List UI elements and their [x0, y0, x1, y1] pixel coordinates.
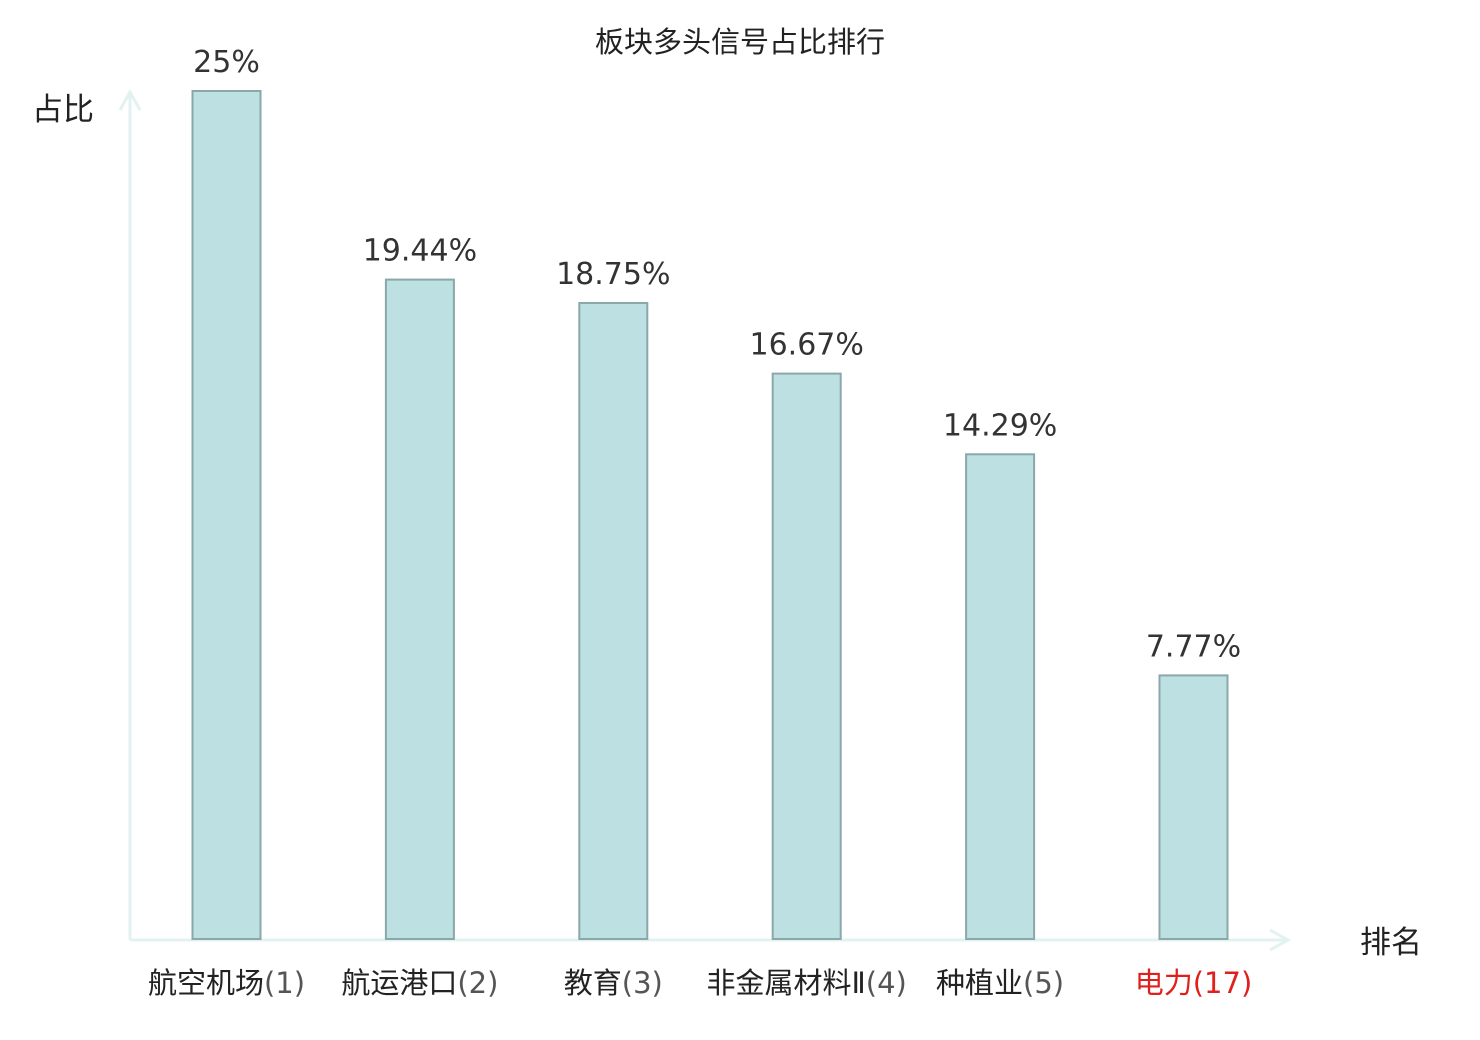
bar-4 [771, 372, 842, 941]
value-label-3: 18.75% [556, 257, 670, 292]
category-name: 非金属材料Ⅱ [707, 966, 866, 1000]
category-rank: (5) [1023, 966, 1064, 1000]
bar-6 [1158, 674, 1229, 941]
category-name: 种植业 [936, 966, 1023, 1000]
bar-2 [384, 278, 455, 941]
category-rank: (1) [264, 966, 305, 1000]
category-rank: (17) [1193, 966, 1253, 1000]
value-labels-group: 25% 19.44% 18.75% 16.67% 14.29% 7.77% [193, 45, 1241, 664]
bar-1 [191, 90, 262, 940]
y-axis-label: 占比 [32, 92, 94, 128]
bar-3 [578, 302, 649, 940]
x-axis-arrow [1269, 928, 1292, 952]
category-label-1: 航空机场(1) [148, 966, 305, 1000]
bar-5 [965, 453, 1036, 940]
category-rank: (3) [622, 966, 663, 1000]
category-label-2: 航运港口(2) [341, 966, 498, 1000]
bars-group [191, 90, 1229, 941]
value-label-5: 14.29% [943, 408, 1057, 443]
category-label-4: 非金属材料Ⅱ(4) [707, 966, 907, 1000]
chart-title: 板块多头信号占比排行 [595, 25, 885, 59]
category-label-6: 电力(17) [1135, 966, 1253, 1000]
category-rank: (2) [457, 966, 498, 1000]
value-label-4: 16.67% [750, 328, 864, 363]
category-labels-group: 航空机场(1) 航运港口(2) 教育(3) 非金属材料Ⅱ(4) 种植业(5) 电力(17) [148, 966, 1252, 1000]
category-label-5: 种植业(5) [936, 966, 1064, 1000]
value-label-1: 25% [193, 45, 260, 80]
category-name: 航运港口 [341, 966, 457, 1000]
value-label-6: 7.77% [1146, 629, 1241, 664]
category-rank: (4) [866, 966, 907, 1000]
y-axis-arrow [118, 88, 142, 111]
category-label-3: 教育(3) [564, 966, 663, 1000]
category-name: 教育 [564, 966, 622, 1000]
category-name: 电力 [1135, 966, 1193, 1000]
value-label-2: 19.44% [363, 234, 477, 269]
x-axis-label: 排名 [1360, 925, 1422, 961]
category-name: 航空机场 [148, 966, 264, 1000]
